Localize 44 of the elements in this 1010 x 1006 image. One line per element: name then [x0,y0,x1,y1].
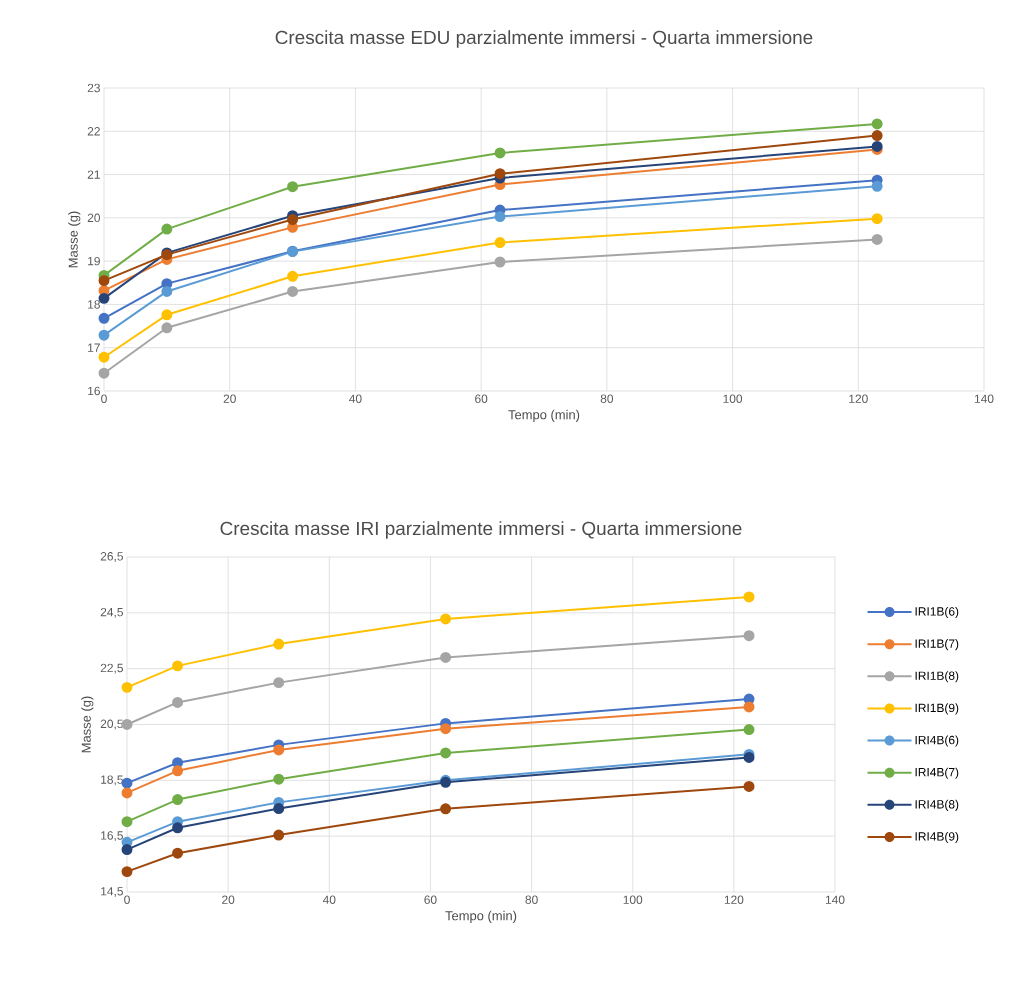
x-tick-label: 20 [222,895,235,904]
x-tick-label: 80 [525,895,538,904]
y-tick-label: 24,5 [100,607,123,618]
legend-label: IRI1B(7) [915,639,959,651]
chart-title: Crescita masse IRI parzialmente immersi - Quarta immersione [220,521,742,539]
y-tick-label: 16 [88,386,100,396]
x-tick-label: 0 [101,394,107,403]
y-tick-label: 22 [87,127,100,136]
x-tick-label: 0 [124,895,130,904]
legend-label: IRI1B(9) [915,703,959,715]
legend-label: IRI4B(6) [915,735,959,747]
x-tick-label: 80 [600,394,614,403]
y-tick-label: 20 [87,213,101,223]
x-tick-label: 140 [825,895,845,904]
y-tick-label: 18 [88,300,100,309]
x-tick-label: 140 [974,394,994,403]
x-tick-label: 100 [623,895,643,904]
y-tick-label: 23 [87,83,100,93]
x-tick-label: 60 [424,895,437,904]
x-tick-label: 120 [849,394,868,403]
legend-label: IRI4B(9) [915,831,959,844]
legend-label: IRI4B(8) [915,799,959,811]
x-tick-label: 20 [223,394,236,403]
y-tick-label: 16,5 [101,831,123,842]
y-axis-title: Masse (g) [68,211,81,268]
y-tick-label: 14,5 [101,887,123,897]
x-tick-label: 60 [475,394,488,403]
x-tick-label: 120 [724,895,744,904]
y-axis-title: Masse (g) [81,696,94,753]
y-tick-label: 18,5 [101,775,123,786]
legend-label: IRI1B(6) [915,606,959,619]
x-tick-label: 40 [322,895,336,904]
y-tick-label: 26,5 [100,552,123,562]
x-axis-title: Tempo (min) [445,910,517,923]
x-tick-label: 100 [723,394,743,403]
legend-label: IRI1B(8) [915,671,959,683]
x-tick-label: 40 [349,394,362,403]
y-tick-label: 17 [88,343,100,352]
chart-title: Crescita masse EDU parzialmente immersi - Quarta immersione [275,30,813,48]
y-tick-label: 19 [88,256,100,266]
y-tick-label: 22,5 [100,663,123,674]
legend-label: IRI4B(7) [915,767,959,779]
x-axis-title: Tempo (min) [508,409,580,422]
y-tick-label: 21 [87,170,100,179]
